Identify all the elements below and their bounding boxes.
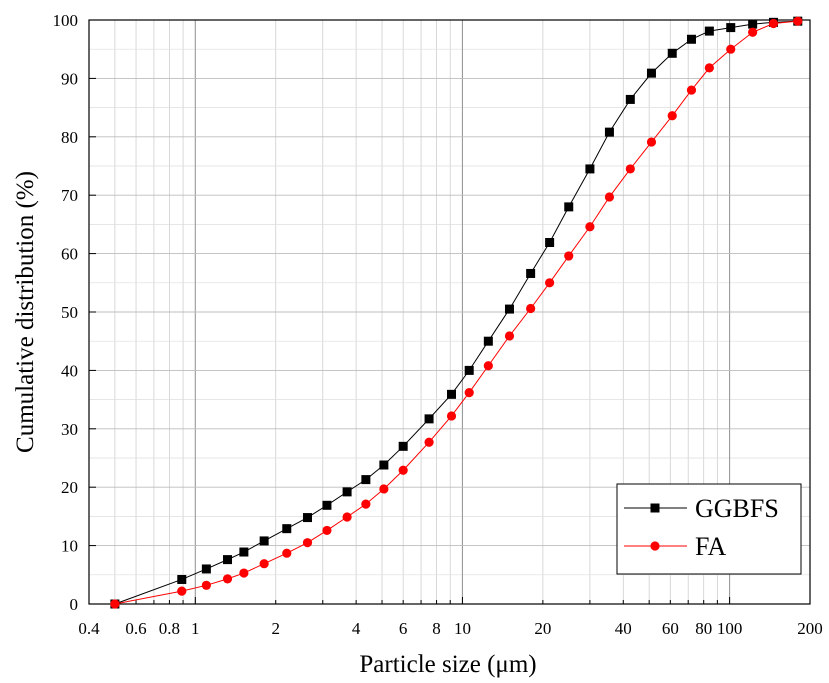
data-point-fa (282, 548, 292, 558)
data-point-ggbfs (545, 238, 555, 248)
data-point-ggbfs (504, 304, 514, 314)
x-tick-label: 200 (797, 619, 823, 638)
data-point-ggbfs (177, 574, 187, 584)
y-tick-label: 100 (53, 11, 79, 30)
data-point-ggbfs (748, 19, 758, 29)
data-point-fa (768, 18, 779, 29)
x-tick-label: 0.8 (159, 619, 180, 638)
data-point-fa (398, 465, 408, 475)
x-tick-label: 60 (662, 619, 679, 638)
data-point-fa (483, 361, 493, 371)
data-point-ggbfs (625, 94, 635, 104)
data-point-fa (526, 303, 536, 314)
legend-label-ggbfs: GGBFS (695, 494, 779, 523)
data-point-ggbfs (259, 536, 269, 546)
data-point-ggbfs (302, 513, 312, 523)
data-point-fa (446, 411, 457, 421)
y-tick-label: 30 (61, 420, 78, 439)
data-point-fa (322, 525, 332, 536)
y-tick-label: 20 (61, 478, 78, 497)
legend-marker-ggbfs (650, 503, 660, 513)
data-point-ggbfs (322, 500, 332, 510)
data-point-fa (704, 63, 714, 73)
data-point-fa (686, 85, 697, 95)
data-point-fa (646, 137, 657, 147)
data-point-fa (585, 222, 595, 232)
x-tick-label: 0.4 (78, 619, 100, 638)
x-axis-title: Particle size (μm) (359, 651, 536, 678)
legend-label-fa: FA (695, 532, 727, 561)
data-point-ggbfs (604, 127, 614, 137)
x-tick-labels: 0.4 0.6 0.8 1 2 4 6 8 10 20 40 60 80 100 200 (78, 619, 822, 638)
y-tick-label: 10 (61, 537, 78, 556)
data-point-fa (625, 164, 635, 174)
y-tick-label: 90 (61, 69, 78, 88)
legend: GGBFS FA (616, 483, 802, 575)
data-point-fa (748, 27, 758, 37)
data-point-ggbfs (239, 547, 249, 557)
series-layer (110, 16, 803, 609)
x-tick-label: 6 (399, 619, 408, 638)
x-tick-label: 40 (615, 619, 632, 638)
data-point-ggbfs (483, 336, 493, 346)
data-point-ggbfs (667, 48, 677, 58)
data-point-fa (564, 251, 574, 261)
x-tick-label: 10 (454, 619, 471, 638)
y-tick-label: 50 (61, 303, 78, 322)
data-point-ggbfs (282, 524, 292, 534)
data-point-ggbfs (447, 389, 457, 399)
x-tick-label: 4 (352, 619, 361, 638)
data-point-fa (201, 580, 211, 590)
data-point-ggbfs (585, 164, 595, 174)
data-point-fa (110, 599, 120, 609)
y-tick-labels: 0 10 20 30 40 50 60 70 80 90 100 (53, 11, 79, 614)
data-point-fa (424, 437, 434, 447)
data-point-fa (361, 499, 371, 509)
x-tick-label: 8 (432, 619, 441, 638)
data-point-ggbfs (646, 68, 656, 78)
data-point-fa (177, 586, 187, 596)
data-point-fa (239, 568, 249, 578)
data-point-fa (464, 387, 474, 398)
x-tick-label: 1 (191, 619, 200, 638)
data-point-ggbfs (342, 487, 352, 497)
y-tick-label: 80 (61, 128, 78, 147)
data-point-ggbfs (686, 34, 696, 44)
data-point-fa (667, 111, 677, 121)
data-point-fa (504, 331, 515, 341)
data-point-fa (222, 574, 233, 584)
data-point-ggbfs (526, 268, 536, 278)
data-point-ggbfs (464, 365, 474, 375)
data-point-ggbfs (726, 23, 736, 33)
data-point-fa (545, 278, 555, 288)
data-point-ggbfs (379, 460, 389, 470)
legend-box (616, 483, 802, 575)
y-tick-label: 60 (61, 245, 78, 264)
data-point-ggbfs (361, 475, 371, 485)
y-axis-title: Cumulative distribution (%) (12, 171, 39, 453)
y-tick-label: 70 (61, 186, 78, 205)
data-point-fa (302, 538, 313, 548)
data-point-ggbfs (201, 564, 211, 574)
data-point-ggbfs (223, 555, 233, 565)
x-tick-label: 80 (695, 619, 712, 638)
x-tick-label: 2 (271, 619, 280, 638)
data-point-fa (604, 192, 615, 202)
data-point-fa (793, 16, 803, 26)
data-point-fa (726, 44, 736, 54)
data-point-ggbfs (398, 441, 408, 451)
data-point-ggbfs (704, 26, 714, 36)
data-point-ggbfs (424, 414, 434, 424)
data-point-fa (259, 559, 269, 569)
data-point-fa (342, 512, 352, 522)
y-tick-label: 40 (61, 361, 78, 380)
data-point-ggbfs (564, 202, 574, 212)
x-tick-label: 0.6 (125, 619, 146, 638)
data-point-fa (379, 484, 389, 494)
legend-marker-fa (650, 541, 660, 551)
x-tick-label: 20 (534, 619, 551, 638)
y-tick-label: 0 (70, 595, 79, 614)
x-tick-label: 100 (717, 619, 743, 638)
